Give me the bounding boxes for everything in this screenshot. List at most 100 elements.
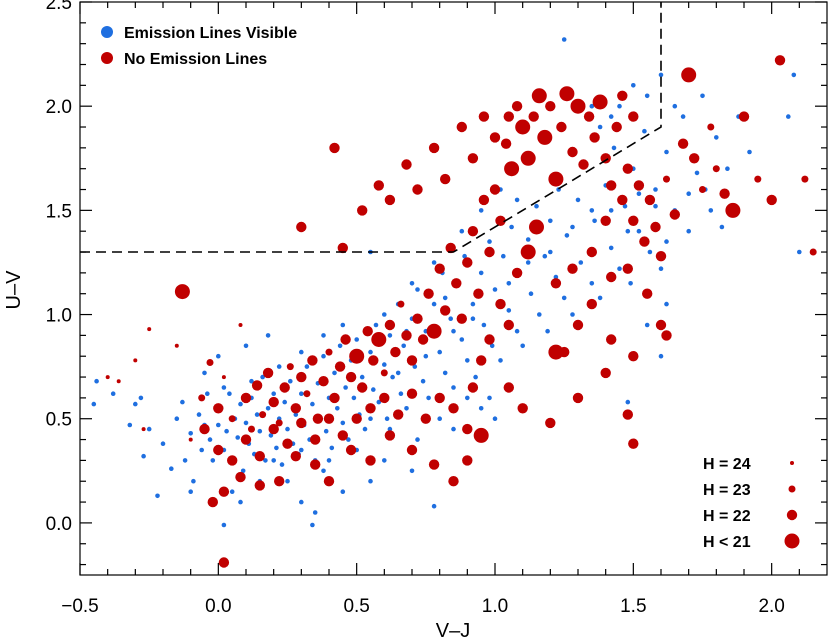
selection-boundary-line: [80, 2, 662, 253]
emission-point-172: [658, 353, 664, 359]
emission-point-201: [465, 395, 470, 401]
no-emission-point-146: [655, 319, 667, 331]
no-emission-point-84: [628, 215, 639, 226]
no-emission-point-176: [357, 205, 368, 216]
no-emission-point-108: [600, 215, 611, 226]
emission-point-205: [451, 328, 456, 334]
y-tick-label-4: 2.0: [46, 97, 72, 118]
emission-point-148: [664, 149, 669, 155]
no-emission-point-180: [412, 184, 423, 195]
no-emission-point-155: [545, 417, 556, 429]
emission-point-199: [415, 437, 420, 442]
emission-point-22: [216, 422, 221, 428]
emission-point-130: [575, 197, 581, 203]
no-emission-point-187: [503, 111, 514, 122]
size-legend-marker-h21: [784, 533, 800, 549]
emission-point-154: [714, 135, 719, 140]
emission-point-230: [340, 322, 346, 328]
no-emission-point-116: [495, 298, 506, 310]
no-emission-point-21: [279, 382, 290, 393]
emission-point-207: [506, 281, 512, 286]
emission-point-131: [578, 260, 584, 265]
emission-point-150: [680, 114, 686, 119]
no-emission-point-125: [393, 409, 404, 420]
emission-point-110: [492, 287, 498, 292]
no-emission-point-168: [290, 451, 301, 462]
no-emission-point-32: [340, 334, 351, 345]
no-emission-point-156: [517, 403, 528, 414]
no-emission-point-57: [478, 194, 490, 206]
no-emission-point-110: [567, 263, 578, 274]
emission-point-81: [384, 416, 390, 422]
no-emission-point-151: [572, 392, 584, 404]
emission-point-98: [448, 316, 454, 322]
emission-point-137: [608, 245, 614, 251]
emission-point-112: [501, 253, 506, 259]
emission-point-182: [312, 510, 318, 515]
emission-point-187: [321, 468, 326, 474]
emission-point-104: [470, 301, 476, 307]
no-emission-point-120: [462, 423, 473, 435]
emission-point-10: [169, 466, 174, 472]
no-emission-point-89: [655, 251, 667, 262]
y-tick-label-0: 0.0: [46, 514, 72, 535]
x-tick-label-4: 1.5: [620, 596, 646, 617]
emission-point-195: [188, 489, 193, 495]
emission-point-168: [791, 72, 797, 78]
emission-point-97: [442, 370, 448, 376]
no-emission-point-163: [384, 430, 396, 441]
emission-point-203: [395, 370, 401, 376]
emission-point-213: [625, 228, 631, 234]
emission-point-176: [492, 416, 498, 422]
size-legend-marker-h22: [786, 509, 798, 521]
emission-point-122: [542, 253, 548, 259]
no-emission-point-33: [345, 371, 357, 383]
no-emission-point-3: [141, 427, 146, 432]
emission-point-40: [265, 406, 271, 411]
emission-point-7: [146, 426, 152, 432]
emission-point-234: [249, 378, 254, 384]
no-emission-point-144: [622, 263, 633, 274]
emission-point-196: [238, 499, 243, 505]
emission-point-167: [700, 93, 705, 99]
emission-point-67: [340, 420, 346, 426]
no-emission-point-30: [329, 392, 340, 404]
emission-point-47: [285, 426, 290, 432]
emission-point-135: [597, 295, 603, 301]
emission-point-232: [299, 349, 304, 355]
emission-point-164: [561, 37, 567, 42]
no-emission-point-9: [206, 359, 214, 366]
no-emission-point-5: [174, 343, 179, 348]
no-emission-point-83: [622, 163, 633, 174]
no-emission-point-52: [451, 278, 462, 289]
no-emission-point-172: [218, 486, 230, 497]
emission-point-134: [592, 218, 597, 224]
no-emission-point-14: [240, 392, 252, 404]
emission-point-90: [415, 287, 420, 292]
emission-point-181: [221, 522, 227, 528]
y-tick-label-3: 1.5: [46, 201, 72, 222]
emission-point-20: [207, 437, 213, 442]
no-emission-point-152: [600, 367, 611, 379]
no-emission-point-65: [520, 150, 536, 166]
no-emission-point-12: [228, 415, 236, 423]
emission-point-1: [94, 378, 99, 384]
no-emission-point-113: [520, 244, 536, 260]
emission-point-79: [376, 399, 382, 405]
emission-point-5: [138, 395, 144, 401]
no-emission-point-96: [707, 123, 715, 131]
no-emission-point-55: [467, 226, 479, 237]
no-emission-point-147: [661, 330, 672, 341]
no-emission-point-154: [628, 438, 639, 449]
emission-point-113: [506, 308, 512, 313]
x-tick-label-3: 1.0: [482, 596, 508, 617]
emission-point-36: [254, 412, 260, 417]
no-emission-point-118: [476, 355, 487, 366]
emission-point-16: [196, 412, 202, 417]
emission-point-129: [570, 312, 575, 317]
emission-point-78: [373, 322, 379, 328]
no-emission-point-132: [296, 417, 307, 429]
no-emission-point-44: [406, 355, 418, 366]
emission-point-171: [644, 322, 650, 328]
no-emission-point-45: [412, 313, 423, 324]
